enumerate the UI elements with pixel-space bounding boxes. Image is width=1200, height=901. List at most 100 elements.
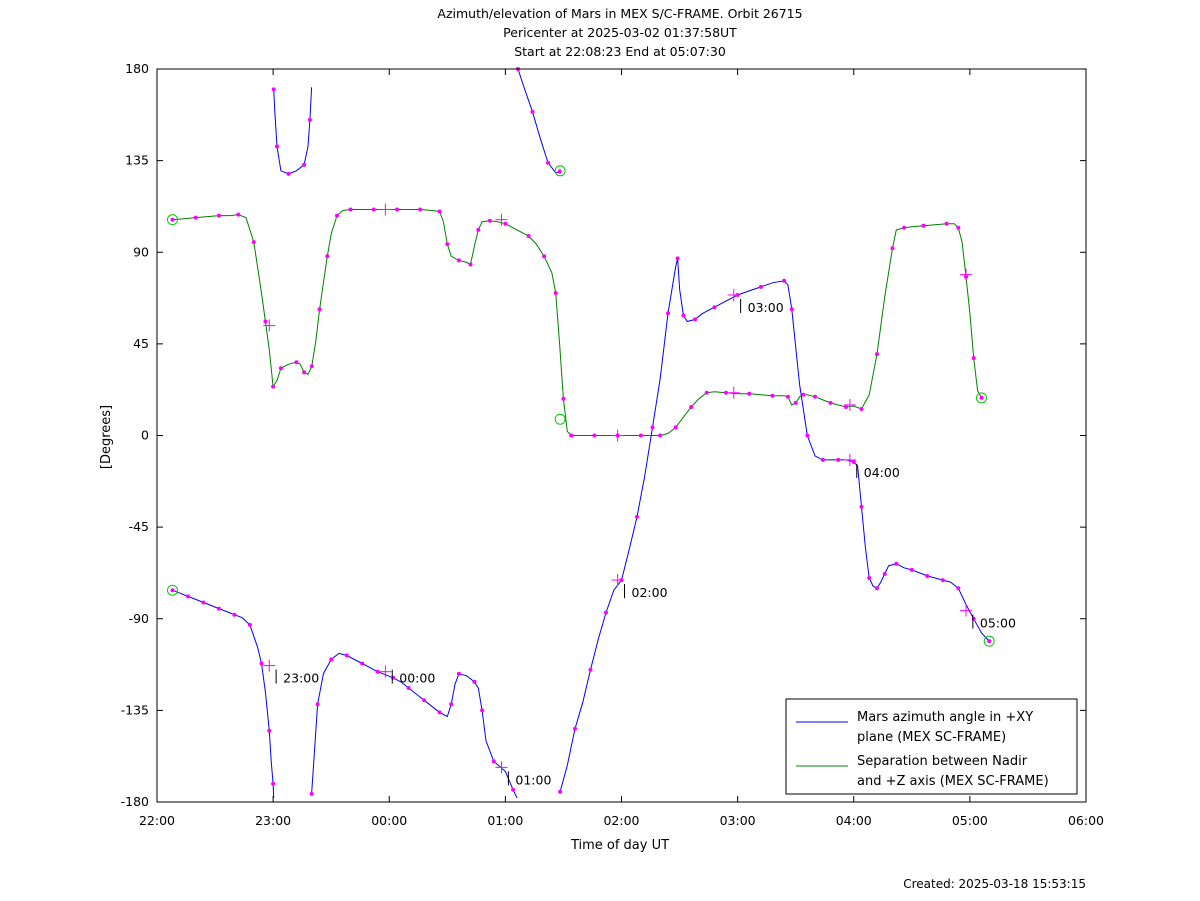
series-0-point <box>836 457 841 462</box>
series-0-point <box>859 504 864 509</box>
series-1-point <box>468 262 473 267</box>
series-1-point <box>944 221 949 226</box>
start-marker <box>554 413 566 425</box>
series-1-point <box>724 390 728 395</box>
series-1-point <box>875 352 879 357</box>
series-1-point <box>263 319 268 324</box>
series-0-point <box>480 708 485 713</box>
series-1-point <box>294 360 299 365</box>
series-0-point <box>247 622 252 627</box>
y-tick-label: -90 <box>129 611 149 626</box>
series-0-point <box>782 278 787 283</box>
x-tick-label: 23:00 <box>255 813 291 828</box>
chart-title-line-3: Start at 22:08:23 End at 05:07:30 <box>514 44 726 59</box>
series-0-point <box>971 616 976 621</box>
series-1-point <box>844 405 848 409</box>
series-0-point <box>530 109 535 114</box>
series-1-point <box>371 207 376 212</box>
series-0-point <box>201 600 206 605</box>
series-0-point <box>309 791 314 796</box>
y-tick-label: -45 <box>129 519 149 534</box>
y-tick-label: -180 <box>121 794 149 809</box>
series-0-point <box>604 610 608 615</box>
series-1-point <box>828 400 833 405</box>
series-1-point <box>971 356 976 361</box>
series-1-point <box>395 207 399 212</box>
series-1-point <box>503 221 508 226</box>
time-marker-label: 01:00 <box>515 772 551 787</box>
series-1-point <box>325 254 330 259</box>
series-0-point <box>758 284 763 289</box>
series-0-point <box>987 639 992 644</box>
series-1-point <box>170 217 175 222</box>
series-0-point <box>805 433 810 438</box>
series-1-point <box>553 291 558 295</box>
series-0-point <box>186 594 190 599</box>
series-0-point <box>391 675 396 680</box>
series-0-point <box>437 710 442 715</box>
series-0-segment-1 <box>273 87 313 175</box>
series-1-point <box>418 207 423 212</box>
legend-box <box>785 698 1078 795</box>
created-timestamp: Created: 2025-03-18 15:53:15 <box>903 877 1086 891</box>
time-marker-label: 05:00 <box>980 616 1016 631</box>
series-1-point <box>526 234 531 238</box>
series-1-point <box>921 223 926 228</box>
series-0-point <box>271 781 276 786</box>
series-0-point <box>449 702 454 707</box>
series-1-point <box>747 391 752 396</box>
series-1-point <box>271 384 276 389</box>
legend-label-azimuth-line-2: plane (MEX SC-FRAME) <box>857 730 1006 745</box>
series-0-point <box>558 789 563 794</box>
series-1-point <box>801 392 806 397</box>
series-1-point <box>569 433 574 438</box>
series-0-point <box>820 457 825 462</box>
series-0-point <box>573 726 577 731</box>
series-1-point <box>278 366 283 371</box>
series-0-point <box>909 567 914 572</box>
series-1-point <box>317 307 322 312</box>
series-0-point <box>216 606 221 611</box>
series-0-point <box>286 171 291 176</box>
legend-label-separation-line-1: Separation between Nadir <box>857 754 1028 769</box>
series-0-point <box>875 586 879 591</box>
series-0-point <box>491 759 496 764</box>
series-0-point <box>588 667 593 672</box>
series-0-point <box>546 160 550 165</box>
x-axis-label: Time of day UT <box>570 838 669 853</box>
series-1-point <box>335 213 339 218</box>
x-tick-label: 03:00 <box>720 813 756 828</box>
series-0-point <box>406 686 411 690</box>
start-marker <box>166 584 178 596</box>
series-0-point <box>275 144 279 149</box>
series-1-point <box>456 258 461 263</box>
series-1-point <box>689 405 694 409</box>
series-0-point <box>635 514 639 519</box>
y-tick-label: -135 <box>121 702 149 717</box>
y-tick-label: 45 <box>133 336 149 351</box>
series-1-point <box>193 215 198 220</box>
series-1-point <box>251 240 256 245</box>
series-0-point <box>894 561 899 566</box>
y-tick-label: 180 <box>125 61 149 76</box>
legend-label-azimuth-line-1: Mars azimuth angle in +XY <box>857 710 1033 725</box>
series-0-point <box>267 728 272 733</box>
series-0-segment-3 <box>517 68 561 174</box>
chart-title-line-1: Azimuth/elevation of Mars in MEX S/C-FRA… <box>437 6 803 21</box>
y-axis-label: [Degrees] <box>99 405 114 469</box>
series-0-point <box>307 117 312 122</box>
time-marker-label: 03:00 <box>748 300 784 315</box>
series-0-point <box>851 460 856 464</box>
start-marker <box>166 214 178 226</box>
series-0-point <box>360 661 365 666</box>
series-1-point <box>561 396 566 401</box>
series-1-point <box>592 433 597 438</box>
series-1-point <box>793 400 798 405</box>
series-0-point <box>315 702 320 707</box>
series-1-point <box>704 390 709 395</box>
series-0-segment-0 <box>172 589 275 798</box>
series-1-point <box>956 225 961 230</box>
time-marker-label: 02:00 <box>632 585 668 600</box>
x-tick-label: 05:00 <box>952 813 988 828</box>
series-0-point <box>232 612 237 617</box>
